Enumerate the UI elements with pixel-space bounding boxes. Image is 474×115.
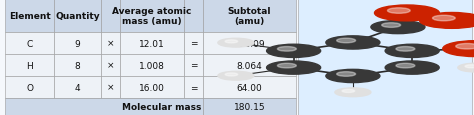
- Circle shape: [396, 47, 415, 52]
- Circle shape: [335, 88, 371, 97]
- Bar: [120, 55, 184, 76]
- Bar: [5, 0, 55, 33]
- Text: O: O: [26, 83, 33, 92]
- Circle shape: [342, 90, 355, 93]
- Text: 108.09: 108.09: [234, 39, 265, 48]
- Text: ×: ×: [107, 61, 114, 70]
- Circle shape: [277, 64, 296, 68]
- Circle shape: [326, 70, 380, 83]
- Bar: [55, 76, 101, 98]
- Bar: [120, 33, 184, 55]
- Circle shape: [385, 45, 439, 58]
- Text: C: C: [27, 39, 33, 48]
- Bar: [203, 0, 296, 33]
- Circle shape: [382, 24, 401, 28]
- Text: Element: Element: [9, 12, 50, 21]
- Bar: [5, 55, 55, 76]
- Text: 180.15: 180.15: [234, 102, 265, 111]
- Bar: [55, 33, 101, 55]
- Text: ×: ×: [107, 39, 114, 48]
- Bar: [101, 76, 120, 98]
- Text: Subtotal
(amu): Subtotal (amu): [228, 7, 271, 26]
- Bar: [184, 76, 203, 98]
- Circle shape: [458, 64, 474, 72]
- Circle shape: [371, 21, 425, 34]
- Bar: [5, 98, 203, 115]
- Bar: [184, 0, 203, 33]
- Text: 8: 8: [75, 61, 81, 70]
- Bar: [101, 55, 120, 76]
- Circle shape: [337, 39, 356, 43]
- Bar: [203, 76, 296, 98]
- Circle shape: [465, 65, 474, 68]
- Text: Average atomic
mass (amu): Average atomic mass (amu): [112, 7, 191, 26]
- Text: H: H: [26, 61, 33, 70]
- Bar: [55, 55, 101, 76]
- Bar: [101, 0, 120, 33]
- Bar: [120, 0, 184, 33]
- Circle shape: [326, 37, 380, 50]
- Text: 4: 4: [75, 83, 81, 92]
- Circle shape: [337, 72, 356, 77]
- Circle shape: [374, 6, 439, 22]
- Circle shape: [225, 73, 237, 76]
- Circle shape: [385, 61, 439, 75]
- Text: 9: 9: [75, 39, 81, 48]
- Circle shape: [387, 9, 410, 14]
- Circle shape: [396, 64, 415, 68]
- Text: 12.01: 12.01: [139, 39, 165, 48]
- Circle shape: [218, 39, 254, 48]
- Bar: [120, 76, 184, 98]
- Bar: [203, 33, 296, 55]
- Circle shape: [266, 61, 320, 75]
- Circle shape: [456, 44, 474, 50]
- Bar: [184, 55, 203, 76]
- Text: 1.008: 1.008: [139, 61, 165, 70]
- Circle shape: [443, 41, 474, 57]
- Text: Quantity: Quantity: [55, 12, 100, 21]
- Text: Molecular mass: Molecular mass: [122, 102, 201, 111]
- Bar: [298, 0, 472, 115]
- Circle shape: [419, 13, 474, 29]
- Circle shape: [266, 45, 320, 58]
- Text: 8.064: 8.064: [237, 61, 263, 70]
- Bar: [55, 0, 101, 33]
- Circle shape: [225, 40, 237, 43]
- Bar: [184, 33, 203, 55]
- Text: =: =: [190, 61, 197, 70]
- Text: 64.00: 64.00: [237, 83, 263, 92]
- Circle shape: [218, 72, 254, 80]
- Text: =: =: [190, 83, 197, 92]
- Text: =: =: [190, 39, 197, 48]
- Text: 16.00: 16.00: [139, 83, 165, 92]
- Bar: [101, 33, 120, 55]
- Bar: [5, 33, 55, 55]
- Text: ×: ×: [107, 83, 114, 92]
- Bar: [203, 55, 296, 76]
- Bar: [5, 76, 55, 98]
- Circle shape: [432, 16, 455, 22]
- Bar: [203, 98, 296, 115]
- Circle shape: [277, 47, 296, 52]
